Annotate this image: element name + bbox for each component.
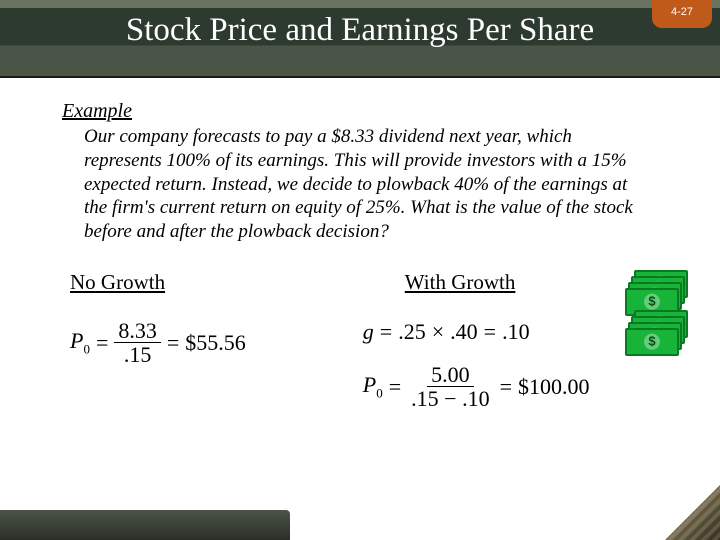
fraction: 5.00 .15 − .10 (407, 363, 493, 410)
g-result: .10 (502, 319, 530, 345)
times-sign: × (432, 319, 444, 345)
header-top-strip (0, 0, 720, 8)
example-label: Example (62, 100, 658, 123)
with-growth-column: With Growth g = .25 × .40 = .10 P0 = 5.0… (363, 270, 680, 428)
var-p: P (363, 372, 376, 397)
no-growth-heading: No Growth (70, 270, 363, 295)
var-g: g (363, 319, 374, 345)
with-growth-price-formula: P0 = 5.00 .15 − .10 = $100.00 (363, 363, 680, 410)
equals-sign: = (389, 374, 401, 400)
equals-sign: = (380, 319, 392, 345)
sub-0: 0 (376, 385, 383, 400)
formula-columns: No Growth P0 = 8.33 .15 = $55.56 With Gr… (70, 270, 680, 428)
equals-sign: = (167, 330, 179, 356)
no-growth-formula: P0 = 8.33 .15 = $55.56 (70, 319, 363, 366)
denominator: .15 − .10 (407, 387, 493, 410)
var-p: P (70, 328, 83, 353)
sub-0: 0 (83, 341, 90, 356)
equals-sign: = (96, 330, 108, 356)
money-stack-icon (620, 270, 690, 360)
numerator: 5.00 (427, 363, 474, 387)
equals-sign: = (484, 319, 496, 345)
result: $100.00 (518, 374, 590, 400)
denominator: .15 (120, 343, 156, 366)
slide-title: Stock Price and Earnings Per Share (0, 12, 720, 49)
fraction: 8.33 .15 (114, 319, 161, 366)
equals-sign: = (500, 374, 512, 400)
footer-bar (0, 510, 290, 540)
result: $55.56 (185, 330, 246, 356)
g-rhs-a: .25 (398, 319, 426, 345)
no-growth-column: No Growth P0 = 8.33 .15 = $55.56 (70, 270, 363, 428)
corner-decoration-icon (665, 485, 720, 540)
example-body: Our company forecasts to pay a $8.33 div… (62, 125, 658, 244)
formula-lhs: P0 (70, 328, 90, 357)
content-area: Example Our company forecasts to pay a $… (62, 100, 658, 244)
g-rhs-b: .40 (450, 319, 478, 345)
formula-lhs: P0 (363, 372, 383, 401)
numerator: 8.33 (114, 319, 161, 343)
dollar-bill-icon (625, 328, 679, 356)
